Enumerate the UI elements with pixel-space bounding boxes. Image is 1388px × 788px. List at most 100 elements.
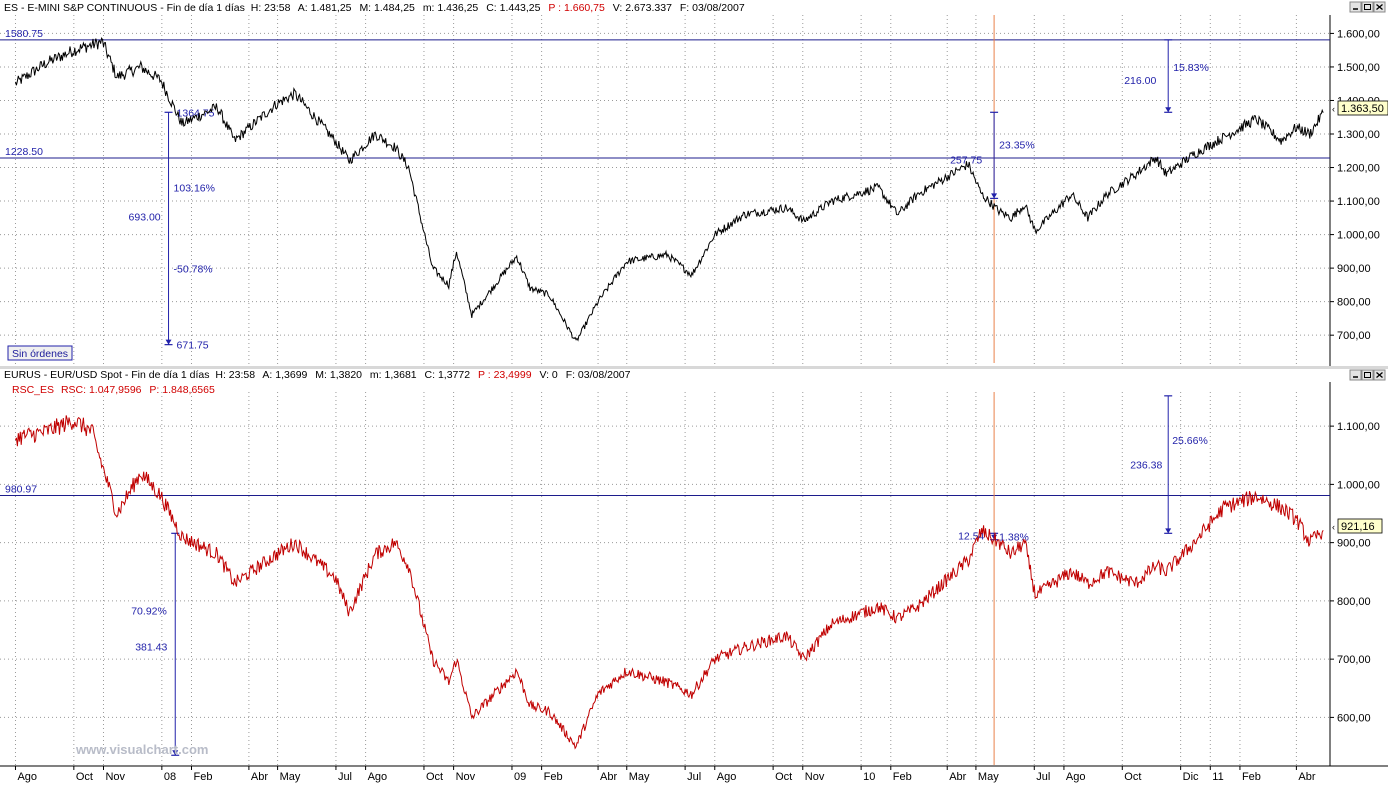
x-axis-bg — [0, 766, 1388, 783]
close-icon — [1376, 372, 1383, 378]
bottom-m-low: m: 1,3681 — [370, 369, 417, 381]
arrow-head — [1165, 107, 1172, 113]
watermark: www.visualchart.com — [75, 742, 208, 757]
x-tick-label: 08 — [164, 771, 176, 783]
y-tick-label: 1.000,00 — [1337, 479, 1380, 491]
measure-label: 103.16% — [174, 182, 215, 194]
reference-line-label: 1580.75 — [5, 28, 43, 40]
measure-label: 1364.75 — [177, 107, 215, 119]
arrow-head — [172, 750, 179, 756]
bottom-c: C: 1,3772 — [425, 369, 471, 381]
bottom-maximize-button[interactable] — [1361, 369, 1374, 381]
bottom-hlines: 980.97 — [0, 483, 1330, 496]
measure-annotation[interactable]: 216.00 15.83% — [1124, 39, 1209, 113]
bottom-annotations: 70.92% 381.43 12.54 1.38% 236.38 25.66% — [131, 395, 1208, 756]
top-h: H: 23:58 — [251, 2, 291, 14]
x-tick-label: Abr — [949, 771, 966, 783]
top-last-value-tag: ‹ 1.363,50 — [1332, 100, 1388, 116]
maximize-icon — [1364, 4, 1371, 10]
bottom-series — [15, 415, 1324, 750]
top-m-low: m: 1.436,25 — [423, 2, 479, 14]
top-c: C: 1.443,25 — [486, 2, 540, 14]
y-tick-label: 800,00 — [1337, 297, 1371, 309]
measure-annotation[interactable]: 70.92% 381.43 — [131, 532, 180, 756]
panel-separator[interactable] — [0, 366, 1388, 369]
measure-label: 1.38% — [999, 531, 1029, 543]
svg-text:‹: ‹ — [1332, 104, 1335, 114]
rsc-line — [15, 415, 1324, 750]
x-tick-label: Nov — [805, 771, 825, 783]
measure-label: 216.00 — [1124, 75, 1156, 87]
top-maximize-button[interactable] — [1361, 1, 1374, 13]
x-tick-label: Abr — [600, 771, 617, 783]
y-tick-label: 1.200,00 — [1337, 163, 1380, 175]
bottom-close-button[interactable] — [1373, 369, 1386, 381]
top-header-bar — [0, 0, 1388, 14]
top-period: Fin de día 1 días — [167, 2, 245, 14]
bottom-y-axis: 600,00 700,00 800,00 900,00 1.000,00 1.100,00 — [1330, 421, 1380, 724]
bottom-p: P : 23,4999 — [478, 369, 532, 381]
x-tick-label: Ago — [368, 771, 388, 783]
y-tick-label: 1.600,00 — [1337, 28, 1380, 40]
reference-line-label: 980.97 — [5, 483, 37, 495]
top-close-button[interactable] — [1373, 1, 1386, 13]
x-tick-label: Oct — [1124, 771, 1141, 783]
y-tick-label: 800,00 — [1337, 596, 1371, 608]
svg-text:‹: ‹ — [1332, 522, 1335, 532]
top-symbol: ES — [4, 2, 18, 14]
top-plot-bg — [0, 15, 1388, 366]
y-tick-label: 1.100,00 — [1337, 196, 1380, 208]
bottom-last-value: 921,16 — [1341, 521, 1375, 533]
y-tick-label: 700,00 — [1337, 330, 1371, 342]
reference-line-label: 1228.50 — [5, 146, 43, 158]
x-tick-label: Jul — [1036, 771, 1050, 783]
es-price-line — [15, 36, 1324, 342]
measure-annotation[interactable]: 12.54 1.38% — [958, 530, 1029, 543]
y-tick-label: 1.100,00 — [1337, 421, 1380, 433]
indicator-legend: RSC_ES RSC: 1.047,9596 P: 1.848,6565 — [12, 384, 215, 396]
measure-annotation[interactable]: 1364.75 103.16% 693.00 -50.78% 671.75 — [129, 107, 215, 351]
x-tick-label: 10 — [863, 771, 875, 783]
y-tick-label: 1.300,00 — [1337, 129, 1380, 141]
bottom-minimize-button[interactable] — [1349, 369, 1362, 381]
measure-label: 236.38 — [1130, 460, 1162, 472]
arrow-head — [1165, 528, 1172, 534]
x-tick-label: Oct — [775, 771, 792, 783]
bottom-symbol: EURUS — [4, 369, 41, 381]
orders-badge-label: Sin órdenes — [12, 348, 68, 360]
x-tick-label: Feb — [544, 771, 563, 783]
measure-annotation[interactable]: 257.75 23.35% — [950, 111, 1035, 199]
top-v: V: 2.673.337 — [613, 2, 672, 14]
x-tick-label: May — [629, 771, 650, 783]
measure-label: 23.35% — [999, 139, 1035, 151]
top-m-high: M: 1.484,25 — [359, 2, 415, 14]
measure-label: 693.00 — [129, 211, 161, 223]
y-tick-label: 1.500,00 — [1337, 62, 1380, 74]
bottom-period: Fin de día 1 días — [131, 369, 209, 381]
x-tick-label: Nov — [105, 771, 125, 783]
x-tick-label: Nov — [456, 771, 476, 783]
top-minimize-button[interactable] — [1349, 1, 1362, 13]
orders-badge[interactable]: Sin órdenes — [7, 345, 73, 361]
x-tick-label: Dic — [1183, 771, 1199, 783]
measure-annotation[interactable]: 236.38 25.66% — [1130, 395, 1208, 534]
measure-label: 25.66% — [1172, 435, 1208, 447]
measure-label: 381.43 — [135, 641, 167, 653]
bottom-v: V: 0 — [539, 369, 557, 381]
indicator-p: P: 1.848,6565 — [149, 384, 215, 396]
x-tick-label: Feb — [893, 771, 912, 783]
y-tick-label: 900,00 — [1337, 263, 1371, 275]
top-annotations: 1364.75103.16%693.00-50.78%671.75257.752… — [129, 39, 1209, 352]
arrow-head — [991, 193, 998, 199]
x-tick-label: Jul — [338, 771, 352, 783]
bottom-window-controls — [1349, 369, 1386, 381]
top-window-controls — [1349, 1, 1386, 13]
x-tick-label: Oct — [76, 771, 93, 783]
measure-label: -50.78% — [174, 264, 213, 276]
top-grid — [0, 15, 1330, 364]
y-tick-label: 900,00 — [1337, 538, 1371, 550]
arrow-head — [165, 339, 172, 345]
x-tick-label: Feb — [1242, 771, 1261, 783]
